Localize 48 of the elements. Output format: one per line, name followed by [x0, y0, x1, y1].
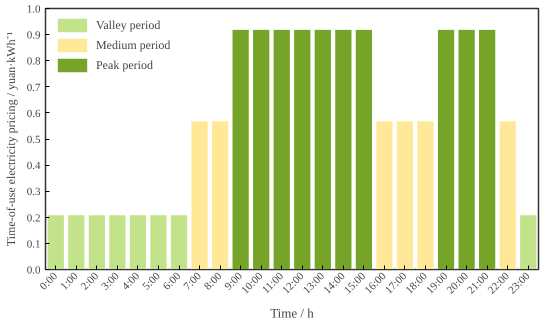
bar — [252, 28, 270, 270]
bar — [436, 28, 456, 270]
bar — [354, 28, 374, 270]
bar — [210, 120, 230, 270]
x-tick-label: 7:00 — [181, 270, 204, 293]
bar — [396, 120, 414, 270]
y-tick-label: 0.9 — [26, 30, 41, 42]
bar — [67, 214, 86, 270]
y-tick-label: 0.1 — [26, 238, 40, 250]
bar — [498, 120, 517, 270]
bar — [334, 28, 352, 270]
y-tick-label: 0.7 — [26, 82, 41, 94]
bar — [88, 214, 106, 270]
x-tick-label: 5:00 — [140, 270, 164, 293]
y-tick-label: 0.4 — [26, 160, 41, 172]
bar — [314, 28, 332, 270]
x-tick-label: 8:00 — [202, 270, 225, 293]
bar — [170, 214, 188, 270]
x-tick-label: 1:00 — [58, 270, 81, 293]
x-tick-label: 2:00 — [78, 270, 102, 293]
legend-label: Valley period — [96, 18, 160, 32]
bar — [190, 120, 209, 270]
bar — [457, 28, 476, 270]
y-tick-label: 0.0 — [26, 264, 41, 276]
y-tick-label: 0.8 — [26, 56, 41, 68]
x-axis-title: Time / h — [270, 306, 314, 321]
bar — [46, 214, 65, 270]
y-tick-label: 0.5 — [26, 134, 41, 146]
x-tick-label: 4:00 — [120, 270, 143, 293]
bar — [232, 28, 250, 270]
bar — [519, 214, 538, 270]
legend-label: Peak period — [96, 58, 153, 72]
bar — [149, 214, 168, 270]
bar — [272, 28, 291, 270]
y-axis-title: Time-of-use electricity pricing / yuan·kWh⁻¹ — [4, 31, 18, 246]
y-tick-label: 0.6 — [26, 108, 41, 120]
bar — [293, 28, 312, 270]
y-tick-label: 0.3 — [26, 186, 41, 198]
bar — [375, 120, 394, 270]
legend-label: Medium period — [96, 38, 170, 52]
bar — [128, 214, 148, 270]
x-tick-label: 3:00 — [99, 270, 122, 293]
y-tick-label: 0.2 — [26, 212, 40, 224]
bar — [108, 214, 127, 270]
y-tick-label: 1.0 — [26, 4, 41, 16]
x-tick-label: 6:00 — [160, 270, 184, 293]
bar — [416, 120, 435, 270]
bar — [478, 28, 496, 270]
